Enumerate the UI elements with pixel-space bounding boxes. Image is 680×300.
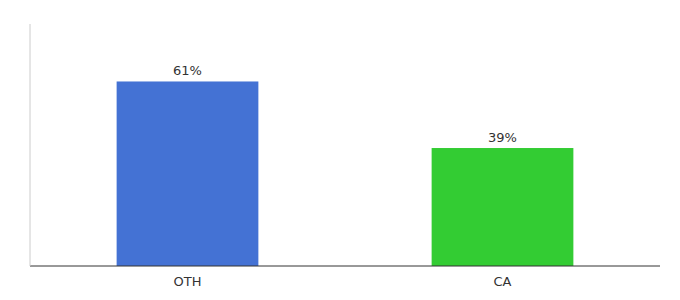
x-axis-line (30, 266, 660, 267)
data-label: 61% (173, 63, 202, 78)
x-tick-label: CA (494, 274, 512, 289)
y-axis-line (30, 24, 31, 266)
x-tick-label: OTH (174, 274, 202, 289)
bar (432, 148, 574, 266)
bar (117, 81, 259, 266)
bars (117, 81, 574, 266)
data-label: 39% (488, 130, 517, 145)
chart-svg: OTH CA 61% 39% (0, 0, 680, 300)
chart-container: OTH CA 61% 39% (0, 0, 680, 300)
